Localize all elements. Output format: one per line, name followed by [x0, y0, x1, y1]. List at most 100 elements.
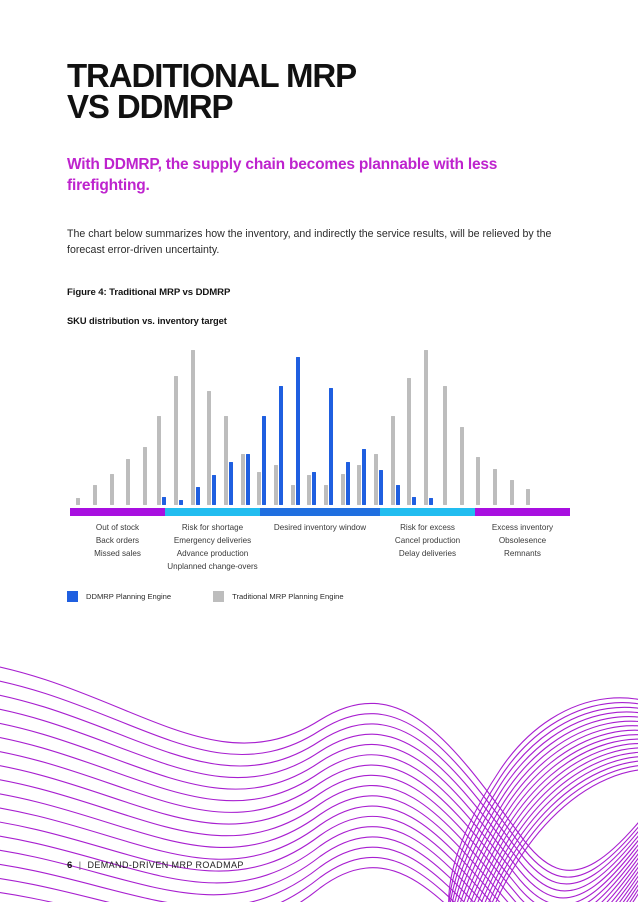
wave-line: [454, 716, 638, 902]
wave-line: [470, 738, 638, 902]
wave-line: [0, 836, 638, 902]
wave-line: [481, 752, 638, 902]
bar-traditional-mrp: [207, 391, 212, 505]
bar-group: [87, 340, 104, 505]
wave-line: [457, 720, 638, 902]
wave-line: [473, 743, 638, 902]
bar-ddmrp: [278, 386, 283, 505]
bar-traditional-mrp: [357, 465, 362, 505]
bar-ddmrp: [312, 472, 317, 505]
wave-line: [0, 751, 638, 902]
zone-label: Risk for shortage: [181, 523, 244, 532]
bar-group: [287, 340, 304, 505]
bar-group: [420, 340, 437, 505]
bar-group: [437, 340, 454, 505]
legend-label: Traditional MRP Planning Engine: [232, 592, 344, 601]
bar-traditional-mrp: [307, 475, 312, 505]
bar-traditional-mrp: [493, 468, 498, 505]
wave-line: [0, 694, 638, 885]
zone-label: Cancel production: [394, 536, 461, 546]
bar-ddmrp: [345, 462, 350, 505]
bar-ddmrp: [328, 387, 333, 505]
bar-group: [303, 340, 320, 505]
decorative-wave-graphic: [0, 620, 638, 902]
legend-item: Traditional MRP Planning Engine: [213, 591, 344, 602]
bar-traditional-mrp: [76, 498, 81, 505]
wave-line: [460, 725, 638, 902]
zone-label-column: Out of stock Back orders Missed sales: [70, 521, 165, 573]
wave-line: [448, 702, 638, 902]
bar-group: [187, 340, 204, 505]
wave-line: [488, 760, 638, 902]
chart-legend: DDMRP Planning Engine Traditional MRP Pla…: [67, 591, 344, 602]
bar-group: [503, 340, 520, 505]
zone-label: Advance production: [176, 549, 249, 559]
wave-line: [0, 737, 638, 902]
bar-traditional-mrp: [190, 349, 195, 505]
bar-group: [153, 340, 170, 505]
wave-line: [0, 722, 638, 899]
bar-group: [253, 340, 270, 505]
bar-traditional-mrp: [240, 453, 245, 505]
zone-label: Obsolesence: [498, 536, 547, 546]
bar-group: [320, 340, 337, 505]
bar-group: [270, 340, 287, 505]
bar-traditional-mrp: [126, 458, 131, 505]
bar-traditional-mrp: [407, 377, 412, 505]
zone-label: Emergency deliveries: [173, 536, 252, 546]
bar-ddmrp: [295, 356, 300, 505]
bar-traditional-mrp: [459, 427, 464, 505]
legend-swatch: [213, 591, 225, 602]
bar-ddmrp: [245, 453, 250, 505]
zone-label-column: Risk for shortage Emergency deliveries Adv…: [165, 521, 260, 573]
zone-label-column: Desired inventory window: [260, 521, 380, 573]
wave-line: [0, 856, 638, 902]
wave-line: [0, 680, 638, 878]
zone-labels-row: Out of stock Back orders Missed sales Risk …: [70, 521, 570, 573]
bar-group: [470, 340, 487, 505]
chart-subtitle: SKU distribution vs. inventory target: [67, 316, 227, 326]
zone-band-segment: [380, 508, 475, 516]
bar-ddmrp: [412, 496, 417, 505]
wave-line: [451, 711, 638, 902]
inventory-zone-band: [70, 508, 570, 516]
bar-traditional-mrp: [443, 386, 448, 505]
zone-label: Back orders: [95, 536, 140, 546]
bar-traditional-mrp: [340, 473, 345, 505]
wave-line: [0, 826, 638, 902]
page-subtitle: With DDMRP, the supply chain becomes pla…: [67, 156, 498, 194]
zone-band-segment: [165, 508, 260, 516]
zone-label: Risk for excess: [400, 523, 455, 532]
wave-line: [477, 747, 638, 902]
bar-group: [137, 340, 154, 505]
bar-traditional-mrp: [173, 376, 178, 505]
wave-line: [0, 867, 638, 902]
footer-separator: |: [78, 860, 82, 870]
bar-group: [520, 340, 537, 505]
wave-line: [448, 697, 638, 902]
zone-label-column: Excess inventory Obsolesence Remnants: [475, 521, 570, 573]
zone-band-segment: [475, 508, 570, 516]
bar-ddmrp: [228, 462, 233, 505]
wave-line: [484, 756, 638, 902]
legend-swatch: [67, 591, 78, 602]
footer-title: DEMAND-DRIVEN MRP ROADMAP: [87, 860, 244, 870]
wave-line: [0, 779, 638, 902]
page-footer: 6 | DEMAND-DRIVEN MRP ROADMAP: [67, 860, 244, 871]
wave-line: [0, 805, 638, 902]
zone-label-column: Risk for excess Cancel production Delay de…: [380, 521, 475, 573]
bar-traditional-mrp: [257, 472, 262, 505]
wave-line: [466, 734, 638, 902]
wave-line: [491, 765, 638, 902]
bar-ddmrp: [178, 500, 183, 505]
zone-label: Delay deliveries: [398, 549, 457, 559]
bar-group: [203, 340, 220, 505]
bar-traditional-mrp: [526, 488, 531, 505]
bar-group: [403, 340, 420, 505]
bar-traditional-mrp: [93, 485, 97, 505]
zone-band-segment: [70, 508, 165, 516]
zone-label: Unplanned change-overs: [167, 562, 258, 572]
bar-group: [353, 340, 370, 505]
bar-ddmrp: [162, 496, 167, 505]
